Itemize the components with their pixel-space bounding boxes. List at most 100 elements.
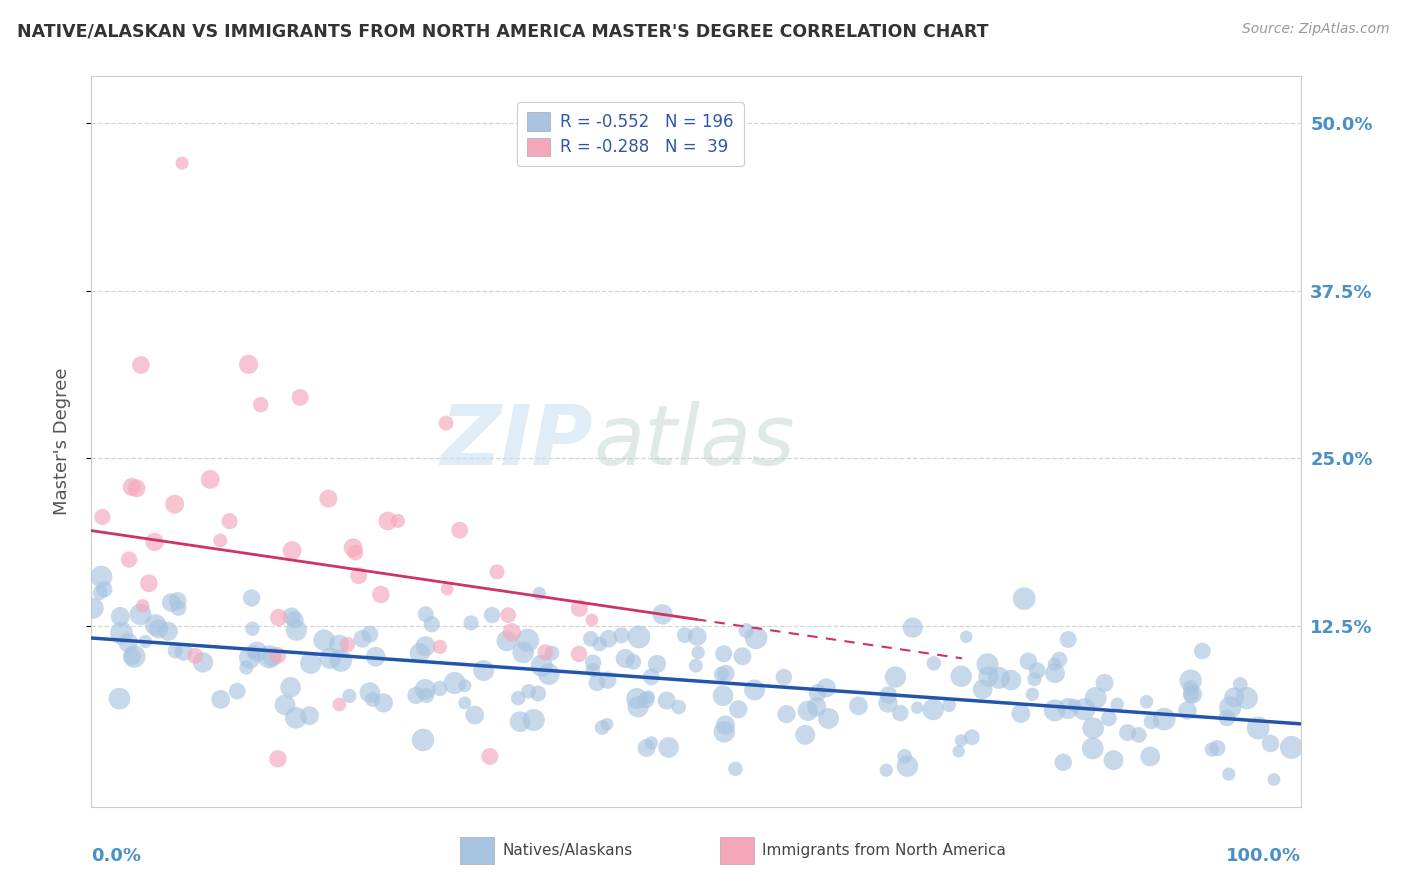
Point: [591, 721, 613, 735]
Point: [167, 601, 190, 615]
Point: [735, 624, 758, 638]
Point: [280, 680, 302, 694]
Point: [614, 651, 637, 665]
Point: [972, 682, 994, 697]
Point: [1057, 701, 1080, 715]
Point: [1201, 742, 1223, 756]
Point: [166, 594, 188, 608]
Point: [267, 752, 290, 766]
Point: [148, 622, 170, 636]
Point: [596, 717, 619, 731]
Point: [610, 628, 633, 642]
Point: [377, 514, 399, 528]
Point: [361, 692, 384, 706]
Point: [806, 699, 828, 714]
Point: [495, 634, 517, 648]
Point: [415, 607, 437, 622]
Point: [1247, 721, 1270, 735]
Point: [478, 749, 501, 764]
Point: [429, 640, 451, 654]
Point: [713, 647, 735, 661]
Point: [806, 686, 828, 700]
Point: [108, 691, 131, 706]
Point: [125, 481, 148, 495]
Point: [299, 656, 322, 670]
Point: [243, 645, 266, 659]
Point: [284, 711, 307, 725]
Text: NATIVE/ALASKAN VS IMMIGRANTS FROM NORTH AMERICA MASTER'S DEGREE CORRELATION CHAR: NATIVE/ALASKAN VS IMMIGRANTS FROM NORTH …: [17, 22, 988, 40]
Text: 0.0%: 0.0%: [91, 847, 142, 865]
Point: [960, 731, 983, 745]
Point: [987, 671, 1010, 685]
Point: [449, 523, 471, 537]
Point: [1094, 676, 1116, 690]
Point: [582, 663, 605, 677]
Point: [1012, 591, 1035, 606]
Point: [370, 587, 392, 601]
Point: [134, 634, 156, 648]
Point: [336, 638, 359, 652]
Point: [626, 691, 648, 706]
Point: [645, 657, 668, 671]
Point: [1081, 721, 1104, 735]
Point: [1000, 673, 1022, 687]
Point: [415, 689, 437, 703]
Point: [1116, 725, 1139, 739]
Point: [534, 645, 557, 659]
Point: [640, 736, 662, 750]
Point: [1191, 644, 1213, 658]
Point: [117, 635, 139, 649]
Text: ZIP: ZIP: [440, 401, 593, 482]
Point: [90, 570, 112, 584]
Point: [1218, 767, 1240, 781]
Point: [1135, 695, 1157, 709]
Point: [621, 655, 644, 669]
Point: [240, 591, 263, 605]
Point: [172, 156, 194, 170]
Point: [579, 632, 602, 646]
Point: [454, 679, 477, 693]
Point: [711, 689, 734, 703]
Point: [977, 669, 1000, 683]
Text: 100.0%: 100.0%: [1226, 847, 1301, 865]
Point: [875, 764, 897, 778]
Point: [132, 599, 155, 613]
Point: [359, 685, 381, 699]
Point: [976, 657, 998, 672]
Point: [581, 613, 603, 627]
Point: [319, 651, 342, 665]
Point: [405, 689, 427, 703]
Point: [1153, 712, 1175, 726]
Point: [1140, 714, 1163, 729]
Point: [1026, 664, 1049, 678]
Point: [429, 681, 451, 696]
Point: [318, 491, 340, 506]
Point: [955, 630, 977, 644]
Point: [724, 762, 747, 776]
Point: [501, 625, 523, 640]
Point: [651, 607, 673, 622]
Y-axis label: Master's Degree: Master's Degree: [52, 368, 70, 516]
Point: [950, 733, 973, 747]
Point: [481, 607, 503, 622]
Point: [1084, 690, 1107, 705]
Point: [342, 541, 364, 555]
Point: [218, 514, 240, 528]
Point: [339, 689, 361, 703]
Point: [267, 648, 290, 663]
Point: [460, 615, 482, 630]
Point: [1073, 702, 1095, 716]
Point: [1057, 632, 1080, 647]
Point: [710, 667, 733, 681]
Point: [129, 358, 152, 372]
Point: [817, 711, 839, 725]
Point: [434, 416, 457, 430]
Point: [1216, 711, 1239, 725]
Point: [157, 624, 180, 639]
Point: [896, 759, 918, 773]
Point: [238, 357, 260, 371]
Point: [173, 645, 195, 659]
Point: [1010, 706, 1032, 721]
Point: [1281, 740, 1303, 755]
Point: [713, 724, 735, 739]
